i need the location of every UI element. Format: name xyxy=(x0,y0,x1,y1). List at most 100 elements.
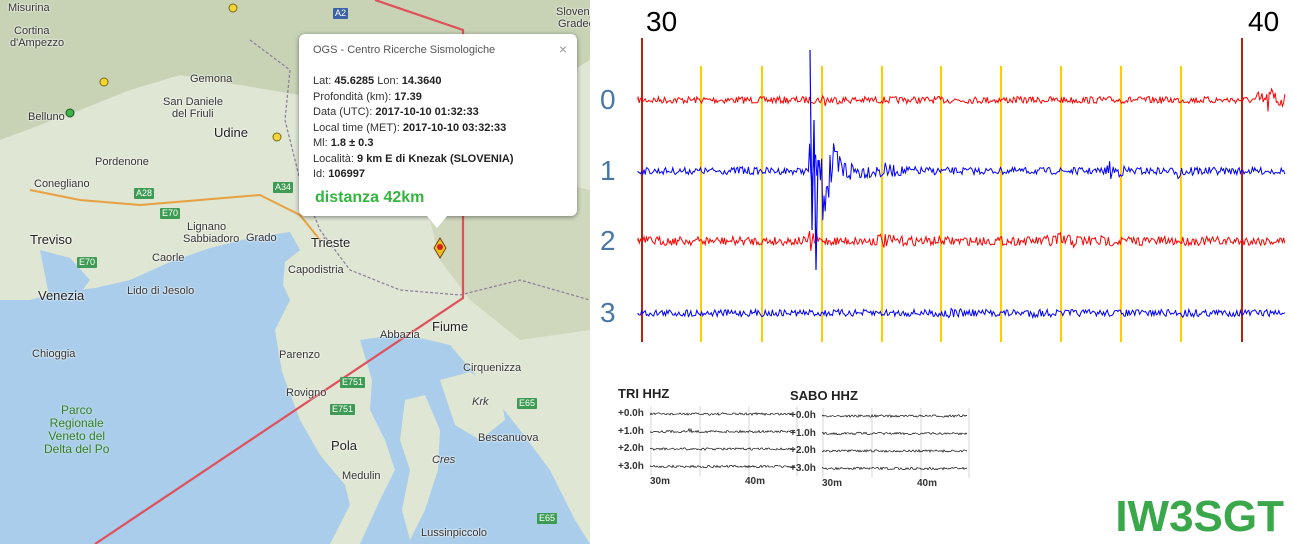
place-label: Venezia xyxy=(38,288,85,303)
popup-key: Data (UTC): xyxy=(313,106,376,118)
popup-key: Id: xyxy=(313,168,329,180)
map-panel[interactable]: Misurina Cortina d'Ampezzo Gemona San Daniel… xyxy=(0,0,590,544)
adriatic-sea xyxy=(0,232,350,544)
distance-label: distanza 42km xyxy=(315,189,425,206)
place-label: Cres xyxy=(432,454,456,466)
popup-pointer xyxy=(427,216,447,228)
yellow-marker-icon[interactable] xyxy=(99,77,109,87)
mini-row-label: +1.0h xyxy=(618,425,644,437)
yellow-marker-icon[interactable] xyxy=(228,3,238,13)
border-line xyxy=(249,39,590,301)
popup-value: 9 km E di Knezak (SLOVENIA) xyxy=(357,152,514,165)
mini-trace xyxy=(822,431,968,436)
place-label: Misurina xyxy=(8,2,50,14)
place-label: Udine xyxy=(214,125,248,140)
popup-value: 45.6285 xyxy=(334,75,375,87)
green-marker-icon[interactable] xyxy=(65,108,75,118)
road-shield: E70 xyxy=(160,208,181,219)
mini-row-label: +1.0h xyxy=(790,427,816,439)
popup-value: 1.8 ± 0.3 xyxy=(330,137,374,149)
popup-row: Lat: 45.6285 Lon: 14.3640 xyxy=(313,74,514,90)
popup-row: Id: 106997 xyxy=(313,167,514,183)
popup-row: Località: 9 km E di Knezak (SLOVENIA) xyxy=(313,152,514,168)
place-label: Lussinpiccolo xyxy=(421,527,488,539)
mini-trace xyxy=(822,466,968,471)
popup-value: 2017-10-10 01:32:33 xyxy=(375,106,479,118)
mini-chart-title: SABO HHZ xyxy=(790,388,858,403)
place-label: Gemona xyxy=(190,73,233,85)
motorway xyxy=(29,189,321,241)
event-popup: OGS - Centro Ricerche Sismologiche × Lat… xyxy=(299,34,577,228)
popup-key: Località: xyxy=(313,152,358,165)
popup-key: Lat: xyxy=(313,75,335,87)
popup-details: Lat: 45.6285 Lon: 14.3640 Profondità (km)… xyxy=(313,74,514,183)
yellow-marker-icon[interactable] xyxy=(272,132,282,142)
popup-row: Ml: 1.8 ± 0.3 xyxy=(313,136,514,152)
road-shield: A2 xyxy=(333,8,349,19)
place-label: d'Ampezzo xyxy=(10,37,65,49)
park-label: Parco Regionale Veneto del Delta del Po xyxy=(44,403,110,456)
place-label: Treviso xyxy=(30,232,73,247)
mini-seismogram xyxy=(822,408,970,478)
mini-row-label: +3.0h xyxy=(790,462,816,474)
place-label: Parenzo xyxy=(279,349,320,361)
mini-x-start: 30m xyxy=(650,476,671,487)
row-label: 1 xyxy=(600,155,616,186)
mini-row-label: +3.0h xyxy=(618,460,644,472)
mini-trace xyxy=(650,412,796,416)
mini-row-label: +2.0h xyxy=(790,445,816,456)
place-label: Gradec xyxy=(558,18,590,30)
place-label: Caorle xyxy=(152,252,185,264)
road-shield: E65 xyxy=(517,398,538,409)
event-spike xyxy=(809,49,819,271)
place-label: Krk xyxy=(472,396,489,408)
popup-title: OGS - Centro Ricerche Sismologiche xyxy=(313,44,496,56)
seismic-trace xyxy=(637,307,1286,320)
mini-row-label: +0.0h xyxy=(618,408,644,419)
popup-row: Data (UTC): 2017-10-10 01:32:33 xyxy=(313,105,514,121)
epicenter-marker-icon[interactable] xyxy=(433,237,447,259)
place-label: Conegliano xyxy=(34,178,90,190)
seismogram-plot xyxy=(637,38,1286,342)
popup-row: Local time (MET): 2017-10-10 03:32:33 xyxy=(313,121,514,137)
place-label: Fiume xyxy=(432,319,469,334)
mini-x-end: 40m xyxy=(917,478,938,489)
close-icon[interactable]: × xyxy=(558,41,567,57)
lagoon xyxy=(40,250,90,340)
road-shield: A28 xyxy=(134,188,155,199)
brand-watermark: IW3SGT xyxy=(1115,492,1284,541)
place-label: Lignano xyxy=(187,221,227,233)
place-label: Abbazia xyxy=(380,329,420,341)
mini-trace xyxy=(650,447,796,451)
place-label: Bescanuova xyxy=(478,432,539,444)
mini-x-start: 30m xyxy=(822,478,843,489)
place-label: Cortina xyxy=(14,25,50,37)
popup-value: 17.39 xyxy=(394,90,422,103)
row-label: 2 xyxy=(600,225,616,256)
mini-row-label: +0.0h xyxy=(790,410,816,421)
popup-value: 14.3640 xyxy=(401,75,442,87)
popup-key: Ml: xyxy=(313,137,331,149)
tick-label-right: 40 xyxy=(1248,6,1280,37)
seismic-trace xyxy=(637,230,1286,251)
mini-trace xyxy=(822,449,968,453)
place-label: Rovigno xyxy=(286,387,327,399)
popup-row: Profondità (km): 17.39 xyxy=(313,90,514,106)
row-label: 3 xyxy=(600,297,616,328)
mini-chart-title: TRI HHZ xyxy=(618,386,670,401)
popup-value: 2017-10-10 03:32:33 xyxy=(402,121,507,134)
mini-trace xyxy=(650,427,796,434)
place-label: Belluno xyxy=(28,111,65,123)
road-shield: E751 xyxy=(330,404,356,415)
island-krk xyxy=(440,372,505,440)
map-base[interactable] xyxy=(0,0,590,544)
place-label: Sabbiadoro xyxy=(183,233,240,245)
place-label: Cirquenizza xyxy=(463,362,522,374)
place-label: Trieste xyxy=(311,235,351,250)
place-label: Capodistria xyxy=(288,264,344,276)
popup-key: Profondità (km): xyxy=(313,90,395,103)
popup-key: Local time (MET): xyxy=(313,121,403,134)
place-label: Slovenj xyxy=(556,6,590,18)
seismic-trace xyxy=(637,87,1286,112)
road-shield: E70 xyxy=(77,257,98,268)
